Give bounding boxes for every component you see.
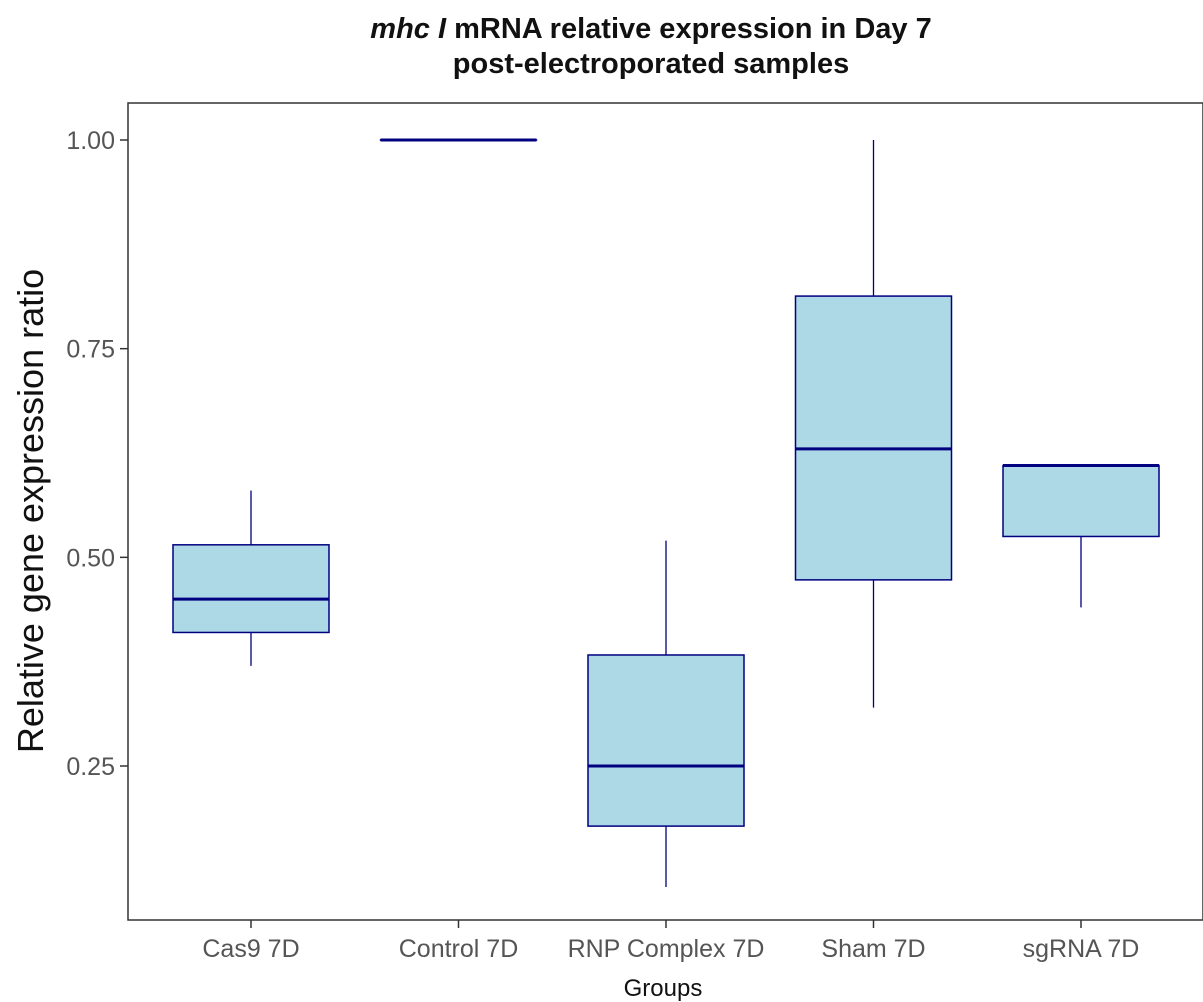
y-tick-label: 0.75 — [66, 336, 115, 364]
box-5 — [1002, 464, 1160, 608]
box-series — [172, 138, 1160, 888]
y-tick-label: 0.25 — [66, 753, 115, 781]
x-tick-label: sgRNA 7D — [1023, 935, 1140, 963]
y-tick-label: 0.50 — [66, 544, 115, 572]
y-axis: 0.25 0.50 0.75 1.00 — [66, 127, 128, 781]
box-body — [1002, 464, 1160, 538]
chart-title-italic: mhc I — [370, 13, 447, 45]
x-axis-label: Groups — [624, 975, 703, 1002]
x-tick-label: RNP Complex 7D — [568, 935, 765, 963]
box-body — [794, 295, 953, 581]
box-4 — [794, 140, 953, 708]
chart-title-rest: mRNA relative expression in Day 7 — [446, 13, 932, 45]
x-tick-label: Cas9 7D — [202, 935, 299, 963]
box-body — [172, 544, 330, 634]
y-tick-label: 1.00 — [66, 127, 115, 155]
x-tick-label: Control 7D — [399, 935, 519, 963]
box-body — [587, 654, 745, 827]
chart-title: mhc I mRNA relative expression in Day 7 — [370, 13, 931, 45]
box-3 — [587, 540, 745, 888]
y-axis-label: Relative gene expression ratio — [10, 269, 51, 753]
chart-title-line2: post-electroporated samples — [453, 48, 849, 80]
x-axis: Cas9 7D Control 7D RNP Complex 7D Sham 7D sg… — [202, 920, 1139, 963]
x-tick-label: Sham 7D — [821, 935, 925, 963]
box-1 — [172, 490, 330, 666]
